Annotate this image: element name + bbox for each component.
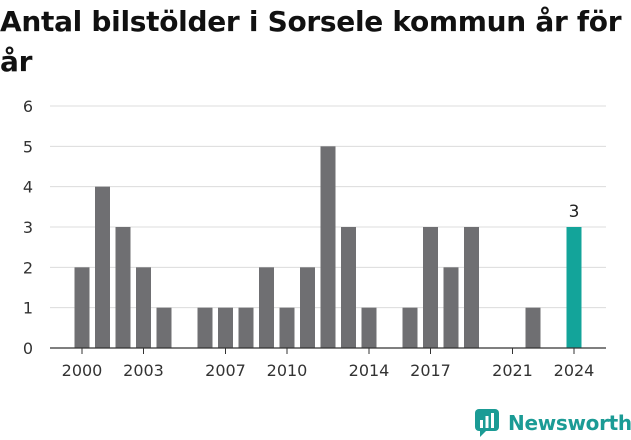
bar-2004 [156, 307, 172, 348]
x-axis-labels: 2000 2003 2007 2010 2014 2017 2021 2024 [62, 361, 595, 380]
bar-2024 [566, 227, 582, 348]
x-axis [50, 347, 606, 354]
x-tick-label: 2021 [492, 361, 533, 380]
y-tick-label: 4 [23, 178, 33, 197]
highlight-value-label: 3 [569, 202, 580, 222]
bar-2003 [136, 267, 151, 348]
bar-2009 [259, 267, 274, 348]
bar-2013 [341, 227, 356, 348]
bar-2006 [197, 307, 213, 348]
x-tick-label: 2007 [205, 361, 246, 380]
y-tick-label: 1 [23, 299, 33, 318]
bar-2007 [218, 307, 233, 348]
bar-2011 [300, 267, 315, 348]
y-tick-label: 6 [23, 97, 33, 116]
bar-2002 [115, 227, 131, 348]
bar-2001 [95, 186, 110, 348]
annotations: 3 [569, 202, 580, 222]
newsworthy-brand: Newsworthy [474, 406, 631, 440]
y-axis-labels: 0 1 2 3 4 5 6 [23, 97, 33, 358]
x-tick-label: 2014 [349, 361, 390, 380]
bar-2017 [423, 227, 438, 348]
x-tick-label: 2000 [62, 361, 103, 380]
x-tick-label: 2017 [410, 361, 451, 380]
bar-chart: 0 1 2 3 4 5 6 2000 2003 2007 2010 2014 2017 2021 2024… [23, 97, 606, 380]
bar-2018 [443, 267, 459, 348]
bar-2014 [361, 307, 377, 348]
x-tick-label: 2010 [267, 361, 308, 380]
bars [74, 146, 582, 348]
bar-2019 [464, 227, 479, 348]
bar-2012 [320, 146, 336, 348]
bar-2016 [402, 307, 418, 348]
x-tick-label: 2024 [554, 361, 595, 380]
bar-2010 [279, 307, 295, 348]
chart-title: Antal bilstölder i Sorsele kommun år för… [0, 5, 622, 78]
y-tick-label: 5 [23, 137, 33, 156]
bar-2000 [74, 267, 90, 348]
bar-2022 [525, 307, 541, 348]
brand-name: Newsworthy [508, 411, 631, 435]
x-tick-label: 2003 [123, 361, 164, 380]
y-tick-label: 3 [23, 218, 33, 237]
bar-2008 [238, 307, 254, 348]
y-tick-label: 0 [23, 339, 33, 358]
newsworthy-logo-icon [475, 409, 499, 437]
y-tick-label: 2 [23, 258, 33, 277]
